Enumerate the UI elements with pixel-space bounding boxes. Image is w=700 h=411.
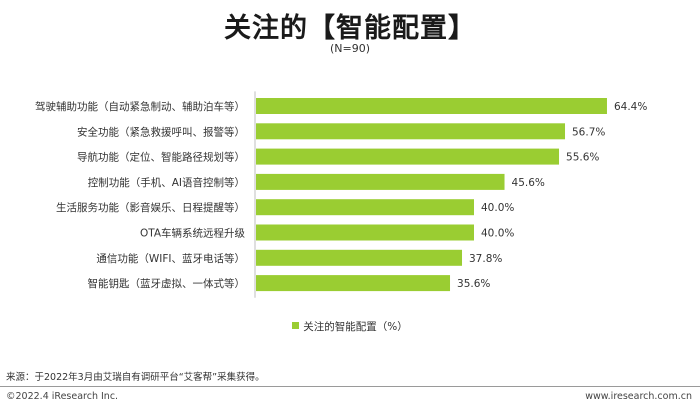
chart-title: 关注的【智能配置】: [224, 13, 476, 44]
data-label: 35.6%: [457, 278, 490, 290]
chart-subtitle: (N=90): [329, 42, 371, 55]
bar: [256, 249, 463, 266]
legend: 关注的智能配置（%）: [0, 319, 700, 334]
legend-label: 关注的智能配置（%）: [303, 321, 408, 333]
data-label: 45.6%: [512, 177, 545, 189]
bar: [256, 123, 566, 140]
data-label: 55.6%: [566, 152, 599, 164]
data-label: 37.8%: [469, 253, 502, 265]
data-label: 56.7%: [572, 126, 605, 138]
category-label: 通信功能（WIFI、蓝牙电话等）: [96, 252, 245, 265]
category-label: 导航功能（定位、智能路径规划等）: [77, 151, 245, 164]
category-label: OTA车辆系统远程升级: [140, 227, 246, 240]
footer-divider: [0, 386, 700, 387]
category-label: 智能钥匙（蓝牙虚拟、一体式等）: [88, 277, 246, 290]
data-label: 64.4%: [614, 101, 647, 113]
bar: [256, 173, 505, 190]
bar: [256, 199, 474, 216]
legend-swatch: [292, 322, 300, 329]
category-label: 控制功能（手机、AI语音控制等）: [88, 176, 245, 189]
data-label: 40.0%: [481, 228, 514, 240]
data-label: 40.0%: [481, 202, 514, 214]
website-link[interactable]: www.iresearch.com.cn: [585, 391, 692, 402]
bar-chart: 驾驶辅助功能（自动紧急制动、辅助泊车等） 64.4% 安全功能（紧急救援呼叫、报警等…: [35, 91, 647, 298]
category-label: 驾驶辅助功能（自动紧急制动、辅助泊车等）: [35, 100, 245, 113]
bar: [256, 98, 607, 114]
copyright: ©2022.4 iResearch Inc.: [6, 391, 119, 402]
bar: [256, 224, 474, 241]
bar: [256, 275, 451, 292]
source-note: 来源：于2022年3月由艾瑞自有调研平台“艾客帮”采集获得。: [6, 372, 265, 383]
category-label: 生活服务功能（影音娱乐、日程提醒等）: [56, 201, 245, 214]
category-label: 安全功能（紧急救援呼叫、报警等）: [77, 125, 245, 138]
bar: [256, 148, 560, 165]
